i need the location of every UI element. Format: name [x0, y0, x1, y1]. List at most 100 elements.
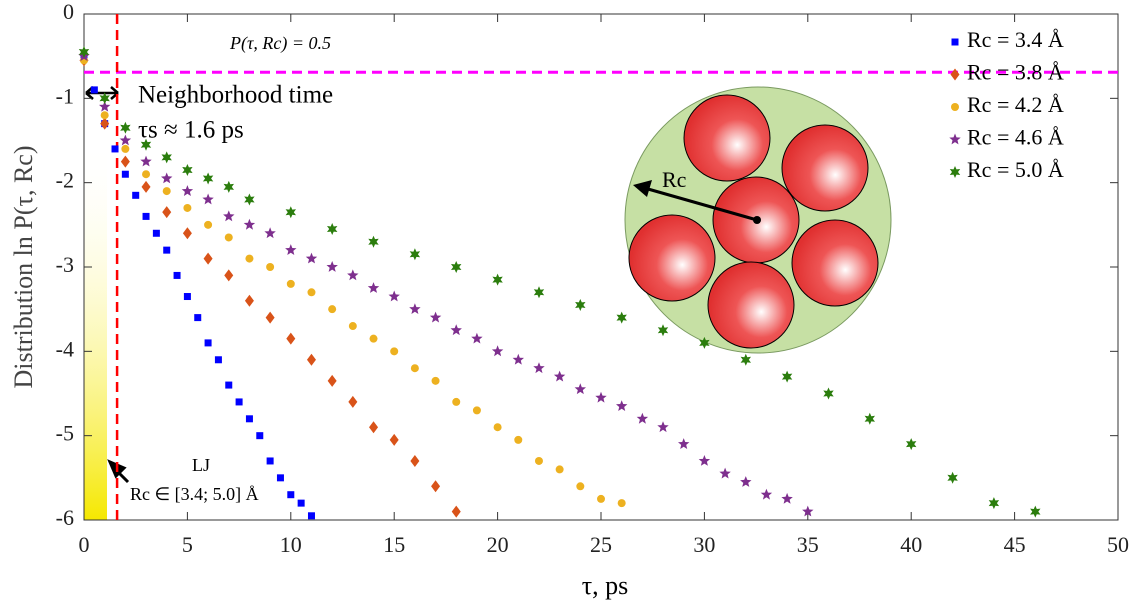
- point: [553, 370, 566, 382]
- x-tick-label: 50: [1107, 532, 1129, 557]
- point: [285, 206, 296, 219]
- x-tick-label: 20: [487, 532, 509, 557]
- point: [575, 299, 586, 311]
- y-tick-label: -1: [56, 83, 74, 108]
- point: [533, 362, 545, 374]
- point: [140, 155, 152, 167]
- point: [307, 288, 316, 297]
- point: [276, 474, 284, 482]
- legend-marker: [951, 38, 959, 46]
- point: [616, 400, 628, 411]
- point: [306, 353, 316, 366]
- point: [760, 488, 773, 500]
- point: [161, 172, 173, 184]
- point: [243, 218, 256, 230]
- legend-label: Rc = 3.4 Å: [967, 27, 1064, 52]
- y-tick-label: -2: [56, 168, 74, 193]
- point: [740, 476, 752, 487]
- point: [431, 376, 440, 385]
- point: [740, 353, 751, 366]
- point: [429, 311, 442, 323]
- inset: [624, 86, 892, 354]
- x-tick-label: 15: [383, 532, 405, 557]
- point: [698, 455, 711, 466]
- inset-label: Rc: [662, 167, 687, 192]
- point: [368, 235, 379, 248]
- point: [367, 282, 380, 293]
- point: [161, 151, 172, 164]
- point: [224, 233, 233, 242]
- point: [472, 406, 481, 415]
- point: [132, 191, 140, 199]
- point: [533, 286, 545, 299]
- point: [388, 290, 400, 302]
- point: [202, 172, 214, 185]
- legend-label: Rc = 4.6 Å: [967, 125, 1064, 150]
- point: [327, 223, 338, 235]
- point: [493, 423, 502, 432]
- point: [409, 303, 421, 314]
- point: [781, 370, 793, 383]
- point: [823, 387, 834, 400]
- point: [286, 279, 295, 288]
- legend-label: Rc = 3.8 Å: [967, 60, 1064, 85]
- x-axis-label: τ, ps: [582, 571, 629, 600]
- point: [431, 480, 441, 493]
- point: [597, 494, 605, 503]
- point: [183, 293, 191, 301]
- y-tick-label: -4: [56, 336, 74, 361]
- point: [162, 187, 171, 196]
- point: [225, 381, 233, 389]
- point: [947, 471, 958, 484]
- point: [555, 465, 564, 474]
- point: [202, 193, 214, 205]
- x-tick-label: 5: [182, 532, 193, 557]
- point: [90, 86, 98, 94]
- point: [214, 356, 222, 364]
- point: [305, 252, 318, 264]
- point: [111, 145, 119, 153]
- point: [410, 364, 419, 373]
- point: [906, 438, 917, 451]
- point: [450, 324, 462, 336]
- point: [595, 391, 607, 403]
- point: [121, 170, 129, 178]
- point: [864, 412, 875, 425]
- point: [235, 398, 243, 406]
- y-tick-label: -3: [56, 252, 74, 277]
- point: [163, 246, 171, 254]
- point: [369, 334, 378, 343]
- point: [327, 374, 337, 387]
- point: [491, 345, 504, 357]
- point: [576, 482, 585, 491]
- point: [348, 395, 358, 408]
- point: [409, 248, 421, 261]
- point: [140, 138, 152, 151]
- point: [699, 336, 710, 349]
- point: [452, 397, 461, 406]
- point: [152, 229, 160, 237]
- point: [781, 492, 793, 504]
- point: [223, 210, 235, 222]
- x-tick-label: 25: [590, 532, 612, 557]
- point: [328, 305, 337, 314]
- point: [183, 203, 192, 212]
- legend-marker: [949, 166, 961, 178]
- point: [181, 185, 194, 196]
- point: [307, 512, 315, 520]
- point: [719, 467, 731, 479]
- point: [244, 294, 254, 307]
- point: [119, 134, 132, 146]
- point: [142, 212, 150, 220]
- x-tick-label: 0: [79, 532, 90, 557]
- point: [100, 117, 110, 130]
- point: [410, 454, 420, 467]
- point: [266, 263, 275, 271]
- point: [256, 432, 264, 440]
- lj-band: [84, 140, 107, 520]
- point: [204, 339, 212, 347]
- point: [162, 206, 172, 219]
- rc-range-label: Rc ∈ [3.4; 5.0] Å: [130, 484, 259, 504]
- legend-marker: [950, 68, 960, 81]
- x-tick-label: 10: [280, 532, 302, 557]
